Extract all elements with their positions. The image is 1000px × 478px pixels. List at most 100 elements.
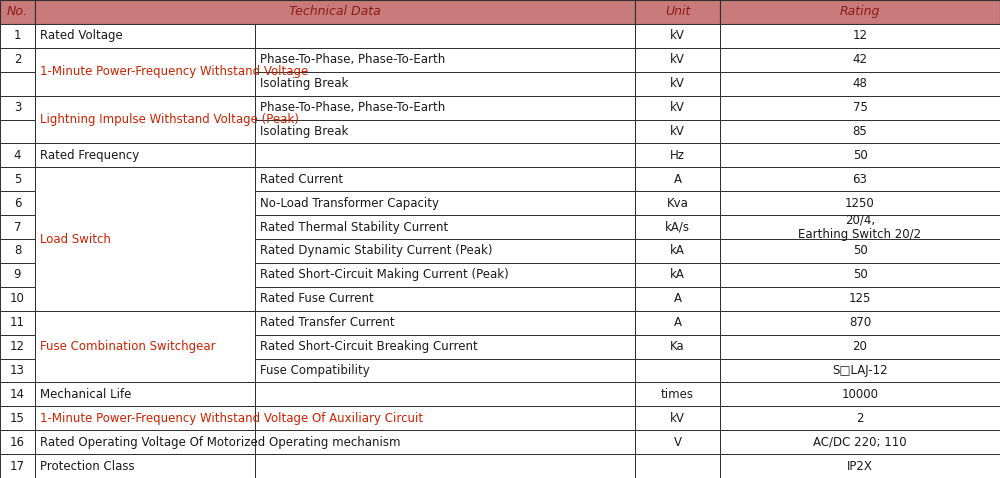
Bar bbox=[635, 406, 720, 430]
Text: 870: 870 bbox=[849, 316, 871, 329]
Bar bbox=[35, 48, 255, 96]
Bar bbox=[635, 454, 720, 478]
Text: Load Switch: Load Switch bbox=[40, 232, 111, 246]
Bar bbox=[720, 263, 1000, 287]
Text: kV: kV bbox=[670, 53, 685, 66]
Text: A: A bbox=[674, 173, 682, 186]
Bar bbox=[0, 191, 35, 215]
Text: Rating: Rating bbox=[840, 5, 880, 19]
Bar bbox=[35, 167, 255, 311]
Text: 50: 50 bbox=[853, 149, 867, 162]
Bar bbox=[0, 48, 35, 72]
Bar bbox=[635, 215, 720, 239]
Text: 11: 11 bbox=[10, 316, 25, 329]
Text: kV: kV bbox=[670, 412, 685, 425]
Text: Unit: Unit bbox=[665, 5, 690, 19]
Text: kV: kV bbox=[670, 125, 685, 138]
Bar bbox=[720, 382, 1000, 406]
Bar bbox=[720, 191, 1000, 215]
Bar bbox=[720, 120, 1000, 143]
Text: 48: 48 bbox=[853, 77, 867, 90]
Bar bbox=[255, 191, 635, 215]
Text: S□LAJ-12: S□LAJ-12 bbox=[832, 364, 888, 377]
Text: 9: 9 bbox=[14, 268, 21, 282]
Text: Rated Short-Circuit Making Current (Peak): Rated Short-Circuit Making Current (Peak… bbox=[260, 268, 509, 282]
Text: 13: 13 bbox=[10, 364, 25, 377]
Bar bbox=[635, 96, 720, 120]
Bar bbox=[720, 430, 1000, 454]
Text: 10: 10 bbox=[10, 292, 25, 305]
Bar bbox=[720, 358, 1000, 382]
Bar bbox=[635, 167, 720, 191]
Text: Fuse Compatibility: Fuse Compatibility bbox=[260, 364, 370, 377]
Text: 8: 8 bbox=[14, 244, 21, 258]
Bar bbox=[255, 167, 635, 191]
Bar bbox=[255, 120, 635, 143]
Bar bbox=[635, 120, 720, 143]
Text: Isolating Break: Isolating Break bbox=[260, 77, 348, 90]
Bar bbox=[255, 48, 635, 72]
Text: 50: 50 bbox=[853, 244, 867, 258]
Text: Hz: Hz bbox=[670, 149, 685, 162]
Bar bbox=[635, 143, 720, 167]
Text: Rated Short-Circuit Breaking Current: Rated Short-Circuit Breaking Current bbox=[260, 340, 478, 353]
Text: kA: kA bbox=[670, 244, 685, 258]
Bar bbox=[0, 96, 35, 120]
Text: times: times bbox=[661, 388, 694, 401]
Bar bbox=[720, 287, 1000, 311]
Text: 15: 15 bbox=[10, 412, 25, 425]
Text: Mechanical Life: Mechanical Life bbox=[40, 388, 131, 401]
Text: Rated Fuse Current: Rated Fuse Current bbox=[260, 292, 374, 305]
Bar bbox=[0, 430, 35, 454]
Bar bbox=[255, 406, 635, 430]
Text: Rated Dynamic Stability Current (Peak): Rated Dynamic Stability Current (Peak) bbox=[260, 244, 492, 258]
Text: Isolating Break: Isolating Break bbox=[260, 125, 348, 138]
Text: 50: 50 bbox=[853, 268, 867, 282]
Text: Lightning Impulse Withstand Voltage (Peak): Lightning Impulse Withstand Voltage (Pea… bbox=[40, 113, 299, 126]
Bar bbox=[720, 406, 1000, 430]
Bar bbox=[635, 311, 720, 335]
Text: Phase-To-Phase, Phase-To-Earth: Phase-To-Phase, Phase-To-Earth bbox=[260, 101, 445, 114]
Bar bbox=[255, 382, 635, 406]
Text: 2: 2 bbox=[14, 53, 21, 66]
Bar bbox=[635, 24, 720, 48]
Bar bbox=[35, 0, 635, 24]
Text: Rated Frequency: Rated Frequency bbox=[40, 149, 139, 162]
Bar bbox=[255, 430, 635, 454]
Text: 12: 12 bbox=[10, 340, 25, 353]
Bar bbox=[255, 263, 635, 287]
Bar bbox=[35, 24, 255, 48]
Bar bbox=[255, 72, 635, 96]
Bar bbox=[255, 143, 635, 167]
Text: kA/s: kA/s bbox=[665, 220, 690, 234]
Text: 1250: 1250 bbox=[845, 196, 875, 210]
Bar bbox=[720, 143, 1000, 167]
Bar bbox=[35, 382, 255, 406]
Bar bbox=[720, 72, 1000, 96]
Bar bbox=[35, 143, 255, 167]
Text: 63: 63 bbox=[853, 173, 867, 186]
Bar bbox=[720, 215, 1000, 239]
Bar bbox=[635, 239, 720, 263]
Bar bbox=[0, 358, 35, 382]
Text: 42: 42 bbox=[852, 53, 868, 66]
Bar bbox=[255, 287, 635, 311]
Bar bbox=[255, 96, 635, 120]
Text: IP2X: IP2X bbox=[847, 459, 873, 473]
Text: kV: kV bbox=[670, 77, 685, 90]
Bar bbox=[635, 382, 720, 406]
Text: 7: 7 bbox=[14, 220, 21, 234]
Text: 5: 5 bbox=[14, 173, 21, 186]
Text: 10000: 10000 bbox=[842, 388, 879, 401]
Text: 17: 17 bbox=[10, 459, 25, 473]
Bar bbox=[0, 120, 35, 143]
Text: V: V bbox=[674, 435, 682, 449]
Bar bbox=[35, 454, 255, 478]
Bar bbox=[0, 263, 35, 287]
Bar bbox=[720, 48, 1000, 72]
Bar bbox=[720, 24, 1000, 48]
Bar bbox=[0, 239, 35, 263]
Text: 125: 125 bbox=[849, 292, 871, 305]
Bar bbox=[720, 167, 1000, 191]
Bar bbox=[635, 358, 720, 382]
